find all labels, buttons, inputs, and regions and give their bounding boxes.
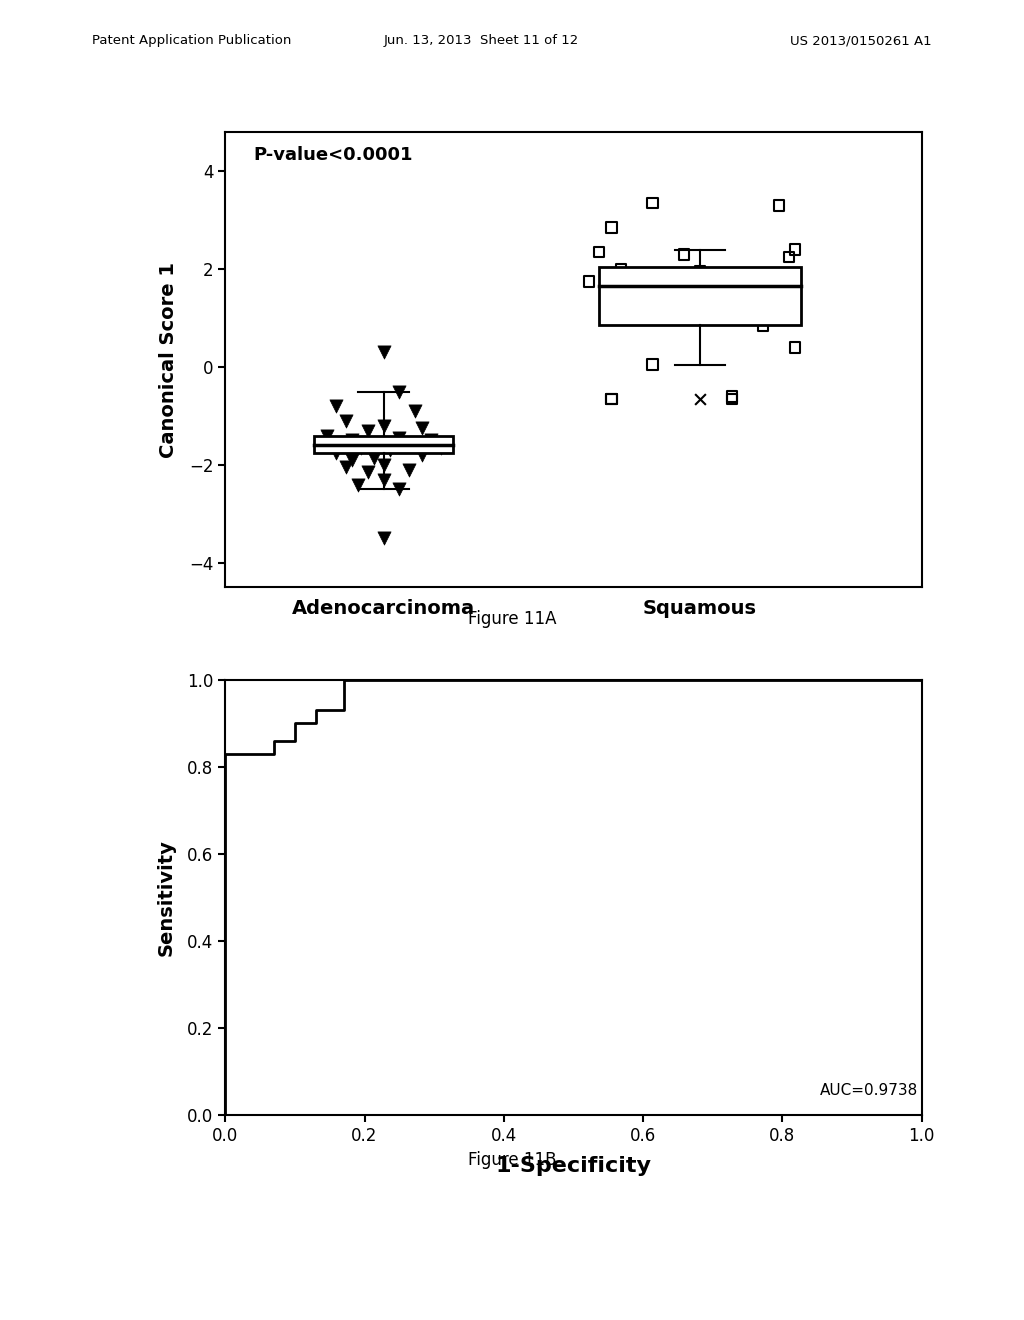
Point (786, 281, 803, 302)
Y-axis label: Sensitivity: Sensitivity (157, 840, 176, 956)
Point (644, 193, 660, 214)
Point (603, 388, 620, 409)
Point (786, 337, 803, 358)
Text: Patent Application Publication: Patent Application Publication (92, 34, 292, 48)
Point (400, 459, 417, 480)
Point (337, 457, 353, 478)
Point (318, 425, 335, 446)
Point (328, 442, 344, 463)
Point (786, 268, 803, 289)
X-axis label: 1-Specificity: 1-Specificity (496, 1156, 651, 1176)
Point (603, 388, 620, 409)
Point (391, 479, 408, 500)
Point (366, 447, 382, 469)
Point (337, 411, 353, 432)
Point (423, 430, 439, 451)
Point (739, 265, 756, 286)
Point (376, 454, 392, 475)
Bar (599, 267, 802, 326)
Point (644, 354, 660, 375)
Point (391, 381, 408, 403)
Bar (314, 436, 454, 453)
Point (391, 428, 408, 449)
Point (382, 440, 398, 461)
Point (376, 528, 392, 549)
Point (432, 437, 449, 458)
Point (414, 445, 430, 466)
Point (353, 437, 370, 458)
Point (780, 247, 797, 268)
Point (328, 396, 344, 417)
Point (660, 276, 677, 297)
Point (724, 385, 740, 407)
Point (407, 400, 423, 421)
Point (597, 288, 613, 309)
Point (350, 474, 367, 495)
Text: Figure 11A: Figure 11A (468, 610, 556, 628)
Point (581, 271, 597, 292)
Point (334, 434, 350, 455)
Point (612, 259, 629, 280)
Point (591, 242, 607, 263)
Point (376, 342, 392, 363)
Point (786, 239, 803, 260)
Point (376, 469, 392, 490)
Text: AUC=0.9738: AUC=0.9738 (820, 1082, 919, 1098)
Text: Figure 11B: Figure 11B (468, 1151, 556, 1170)
Point (676, 244, 692, 265)
Text: P-value<0.0001: P-value<0.0001 (253, 145, 413, 164)
Point (344, 450, 360, 471)
Point (397, 434, 414, 455)
Point (376, 433, 392, 454)
Point (344, 430, 360, 451)
Point (629, 305, 645, 326)
Text: Jun. 13, 2013  Sheet 11 of 12: Jun. 13, 2013 Sheet 11 of 12 (384, 34, 579, 48)
Point (708, 298, 724, 319)
Point (724, 388, 740, 409)
Text: US 2013/0150261 A1: US 2013/0150261 A1 (791, 34, 932, 48)
Y-axis label: Canonical Score 1: Canonical Score 1 (159, 261, 178, 458)
Point (692, 388, 709, 409)
Point (359, 462, 376, 483)
Point (692, 261, 709, 282)
Point (755, 315, 771, 337)
Point (603, 216, 620, 238)
Point (359, 420, 376, 441)
Point (376, 416, 392, 437)
Point (414, 417, 430, 438)
Point (771, 195, 787, 216)
Point (724, 279, 740, 300)
